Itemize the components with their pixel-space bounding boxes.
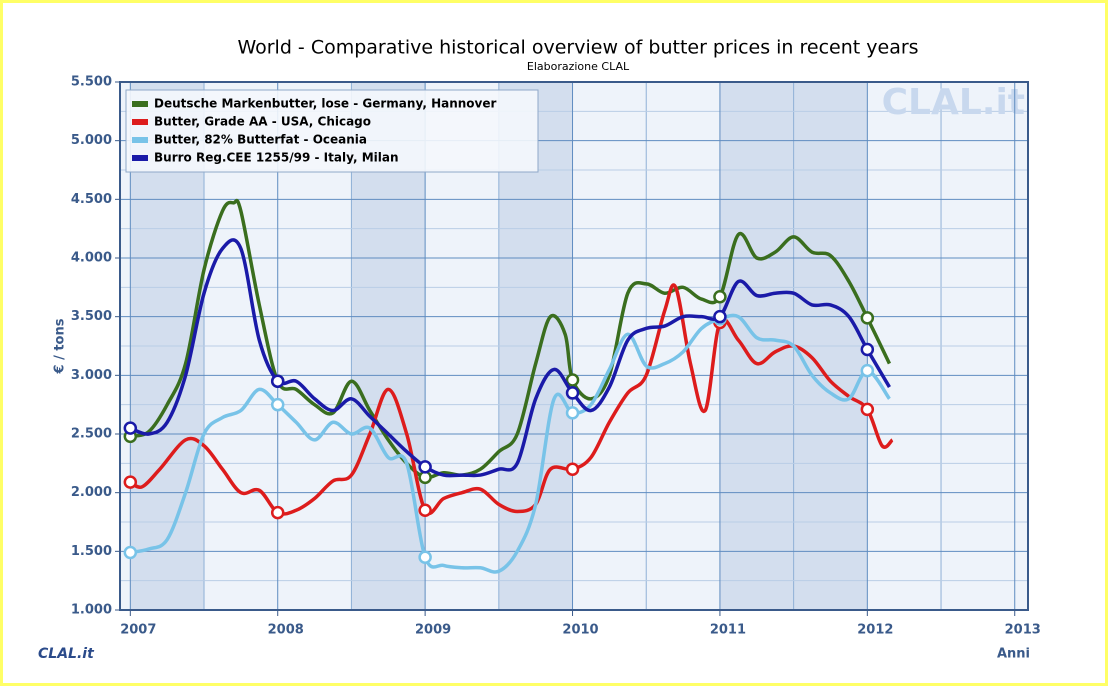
point-marker bbox=[860, 311, 875, 325]
point-marker bbox=[123, 421, 138, 435]
point-marker bbox=[565, 386, 580, 400]
legend-box bbox=[125, 89, 539, 173]
point-marker bbox=[418, 503, 432, 518]
series-line bbox=[129, 198, 892, 480]
point-marker bbox=[418, 460, 432, 474]
legend-label: Burro Reg.CEE 1255/99 - Italy, Milan bbox=[154, 151, 399, 165]
x-tick-label: 2011 bbox=[710, 623, 746, 638]
y-tick-label: 5.000 bbox=[71, 133, 112, 148]
x-axis-label: Anni bbox=[997, 647, 1030, 662]
x-tick-label: 2008 bbox=[268, 623, 304, 638]
x-tick-label: 2009 bbox=[415, 623, 451, 638]
point-marker bbox=[713, 309, 727, 324]
point-marker bbox=[565, 462, 580, 476]
y-tick-label: 1.500 bbox=[71, 544, 112, 559]
point-marker bbox=[270, 505, 285, 520]
legend-label: Butter, 82% Butterfat - Oceania bbox=[154, 133, 367, 147]
legend-swatch bbox=[132, 137, 148, 143]
point-marker bbox=[713, 289, 727, 304]
chart: World - Comparative historical overview … bbox=[38, 37, 1041, 663]
series-line bbox=[129, 283, 894, 516]
plot-border bbox=[119, 81, 1029, 611]
legend: Deutsche Markenbutter, lose - Germany, H… bbox=[125, 89, 539, 173]
point-marker bbox=[860, 402, 875, 417]
x-tick-label: 2007 bbox=[120, 623, 156, 638]
y-tick-label: 5.500 bbox=[71, 75, 112, 90]
series-line bbox=[129, 313, 891, 574]
series-line bbox=[129, 238, 891, 478]
point-marker bbox=[270, 374, 285, 388]
x-tick-label: 2013 bbox=[1005, 623, 1041, 638]
legend-swatch bbox=[132, 119, 148, 125]
chart-title: World - Comparative historical overview … bbox=[237, 37, 918, 59]
point-marker bbox=[418, 550, 432, 564]
y-tick-label: 3.000 bbox=[71, 368, 112, 383]
point-marker bbox=[860, 363, 875, 378]
y-tick-label: 2.000 bbox=[71, 485, 112, 500]
point-marker bbox=[270, 397, 285, 412]
y-tick-label: 2.500 bbox=[71, 427, 112, 442]
y-axis-label: € / tons bbox=[53, 318, 68, 374]
chart-subtitle: Elaborazione CLAL bbox=[527, 60, 630, 73]
legend-swatch bbox=[132, 155, 148, 161]
y-tick-label: 4.000 bbox=[71, 251, 112, 266]
watermark: CLAL.it bbox=[882, 82, 1025, 123]
y-tick-label: 4.500 bbox=[71, 192, 112, 207]
legend-swatch bbox=[132, 101, 148, 107]
x-tick-label: 2012 bbox=[857, 623, 893, 638]
legend-label: Deutsche Markenbutter, lose - Germany, H… bbox=[154, 97, 497, 111]
logo: CLAL.it bbox=[38, 646, 95, 662]
point-marker bbox=[565, 406, 580, 420]
y-tick-label: 1.000 bbox=[71, 603, 112, 618]
legend-label: Butter, Grade AA - USA, Chicago bbox=[154, 115, 371, 129]
point-marker bbox=[123, 475, 138, 489]
point-marker bbox=[860, 342, 875, 357]
point-marker bbox=[565, 373, 580, 387]
point-marker bbox=[123, 545, 138, 560]
y-tick-label: 3.500 bbox=[71, 309, 112, 324]
x-tick-label: 2010 bbox=[562, 623, 598, 638]
